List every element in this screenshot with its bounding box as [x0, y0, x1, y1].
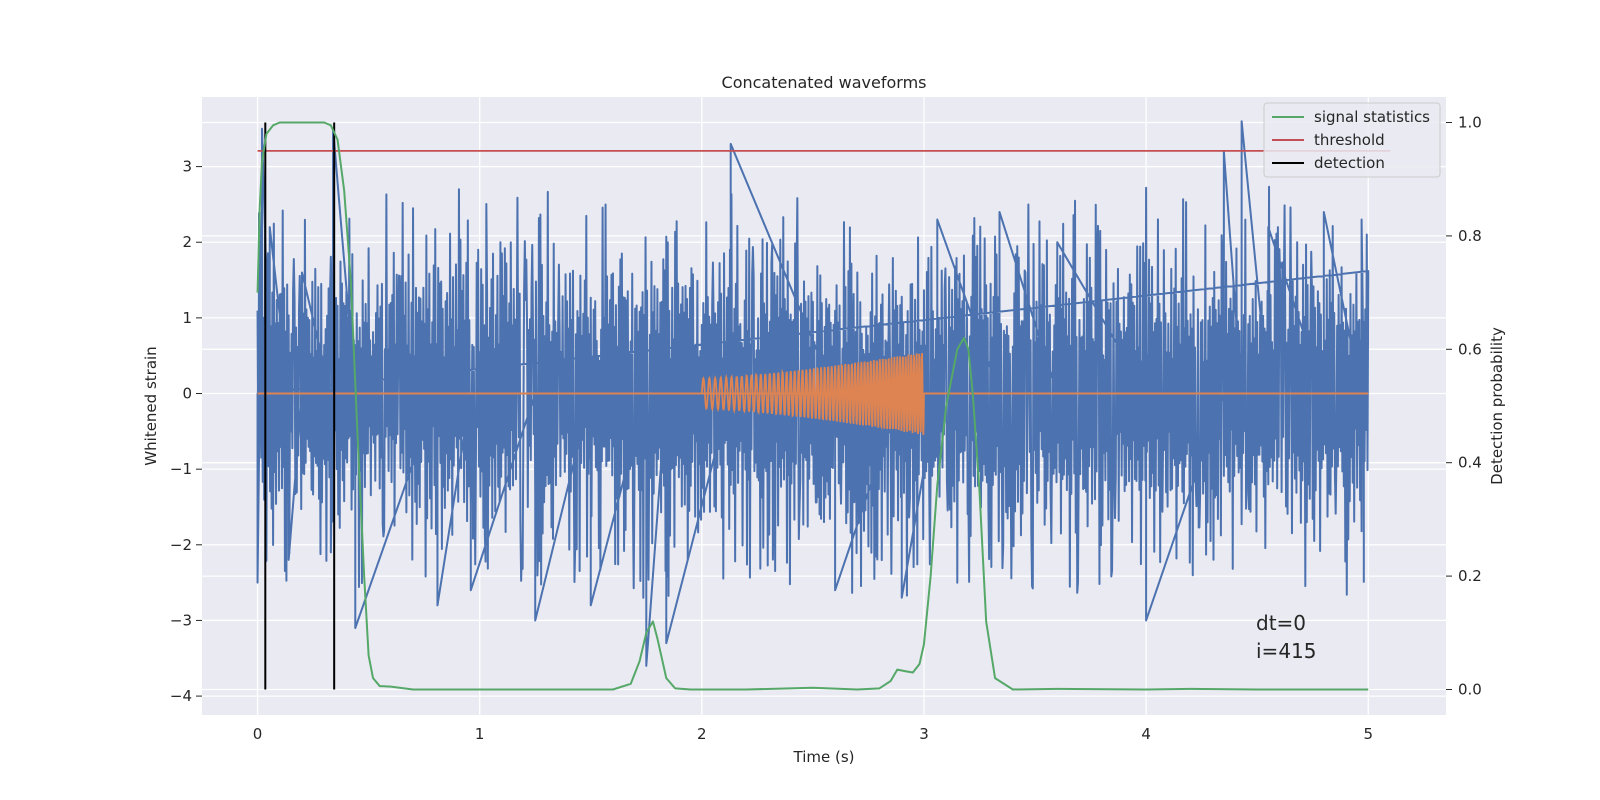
- y2-tick-label: 0.0: [1458, 680, 1482, 698]
- noise-series-line: [256, 120, 1370, 667]
- y-tick-label: 1: [182, 309, 192, 327]
- y2-tick-label: 1.0: [1458, 114, 1482, 132]
- y-tick-label: −1: [170, 460, 192, 478]
- y2-tick-label: 0.6: [1458, 340, 1482, 358]
- x-tick-label: 5: [1363, 725, 1373, 743]
- y2-tick-label: 0.4: [1458, 454, 1482, 472]
- y-tick-label: −2: [170, 536, 192, 554]
- chart-title: Concatenated waveforms: [722, 73, 927, 92]
- annotation-dt: dt=0: [1256, 611, 1306, 635]
- legend-detection-label: detection: [1314, 154, 1385, 172]
- series-layer: [256, 120, 1391, 691]
- y-tick-label: 2: [182, 233, 192, 251]
- y-tick-label: 0: [182, 385, 192, 403]
- y-tick-label: −3: [170, 611, 192, 629]
- y-tick-label: −4: [170, 687, 192, 705]
- axes-layer: 0 1 2 3 4 5 3 2 1 0 −1 −2 −3 −4 1.0 0.8 0.6 0.4 0.2 0.0: [170, 114, 1482, 743]
- annotation-i: i=415: [1256, 639, 1317, 663]
- legend-box: [1263, 102, 1441, 178]
- signal-statistics-line: [256, 121, 1369, 691]
- legend-signal-statistics-label: signal statistics: [1314, 108, 1430, 126]
- y-tick-label: 3: [182, 158, 192, 176]
- x-tick-label: 3: [919, 725, 929, 743]
- y2-tick-label: 0.2: [1458, 567, 1482, 585]
- legend-threshold-label: threshold: [1314, 131, 1385, 149]
- legend: signal statistics threshold detection: [1263, 102, 1441, 178]
- x-tick-label: 2: [697, 725, 707, 743]
- y-axis-label: Whitened strain: [142, 346, 160, 465]
- x-tick-label: 0: [253, 725, 263, 743]
- x-tick-label: 4: [1141, 725, 1151, 743]
- chirp-series-line: [700, 352, 925, 435]
- y2-axis-label: Detection probability: [1488, 327, 1506, 485]
- x-axis-label: Time (s): [793, 748, 855, 766]
- x-tick-label: 1: [475, 725, 485, 743]
- y2-tick-label: 0.8: [1458, 227, 1482, 245]
